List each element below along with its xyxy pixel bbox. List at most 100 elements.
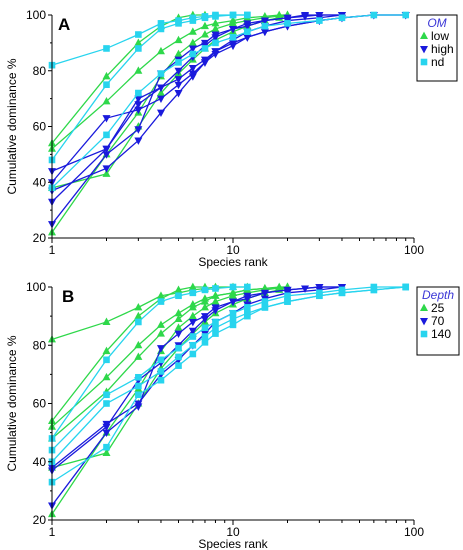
data-point-140 — [157, 376, 165, 384]
panel-A: 20 40 60 80 100 1 10 100 Species rank Cumulative … — [5, 8, 458, 269]
data-point-25 — [211, 291, 220, 299]
data-point-high — [260, 17, 269, 25]
series-line-low — [51, 14, 288, 189]
data-point-nd — [284, 20, 291, 27]
data-point-nd — [135, 89, 142, 97]
series-line-70 — [51, 286, 342, 506]
data-point-140 — [157, 368, 165, 375]
x-axis-label: Species rank — [198, 537, 268, 550]
y-tick-label: 100 — [26, 280, 46, 294]
series-line-nd — [51, 14, 406, 189]
y-axis-label: Cumulative dominance % — [5, 335, 19, 471]
legend-entry-25: 25 — [431, 301, 445, 315]
legend-title: Depth — [422, 288, 454, 302]
data-point-low — [174, 35, 183, 44]
series-line-70 — [51, 286, 342, 471]
data-point-70 — [156, 345, 165, 353]
panel-B: 20 40 60 80 100 1 10 100 Species rank Cumulative … — [5, 280, 460, 550]
data-point-low — [102, 71, 111, 80]
legend-entry-low: low — [431, 29, 449, 43]
panel-label: B — [62, 287, 74, 306]
y-tick-label: 100 — [26, 8, 46, 22]
data-point-140 — [370, 286, 378, 294]
data-point-high — [174, 90, 183, 98]
y-tick-label: 80 — [33, 64, 47, 78]
data-point-140 — [175, 292, 182, 300]
data-point-high — [229, 39, 237, 48]
data-point-low — [200, 30, 209, 38]
legend-entry-nd: nd — [431, 55, 444, 69]
series-line-nd — [51, 14, 248, 66]
legend-marker-70 — [420, 318, 428, 326]
data-point-70 — [102, 420, 111, 429]
data-point-140 — [316, 292, 323, 300]
data-point-nd — [201, 14, 209, 22]
data-point-low — [275, 10, 284, 18]
legend-marker-25 — [420, 303, 428, 311]
y-tick-label: 40 — [33, 175, 47, 189]
data-point-140 — [261, 298, 269, 305]
x-tick-label: 1 — [49, 525, 56, 539]
data-point-high — [134, 101, 143, 109]
data-point-low — [229, 16, 237, 24]
data-point-nd — [261, 22, 269, 30]
data-point-nd — [189, 50, 197, 58]
series-line-25 — [51, 286, 288, 439]
data-point-nd — [103, 45, 110, 52]
data-point-high — [102, 115, 111, 123]
data-point-high — [134, 106, 143, 115]
data-point-nd — [244, 11, 251, 19]
y-tick-label: 40 — [33, 455, 47, 469]
data-point-140 — [201, 324, 209, 332]
legend-entry-70: 70 — [431, 314, 445, 328]
data-point-25 — [102, 448, 111, 457]
data-point-high — [174, 81, 183, 90]
data-point-25 — [174, 308, 183, 317]
data-point-nd — [212, 39, 219, 47]
x-tick-label: 10 — [226, 243, 240, 257]
data-point-140 — [229, 315, 237, 323]
data-point-high — [211, 48, 220, 56]
data-point-25 — [188, 282, 197, 290]
data-point-high — [102, 165, 111, 173]
data-point-low — [188, 38, 197, 46]
data-point-140 — [284, 292, 291, 300]
data-point-140 — [284, 298, 291, 305]
y-tick-label: 20 — [33, 513, 47, 527]
data-point-high — [134, 126, 143, 134]
data-point-70 — [102, 429, 111, 438]
series-line-25 — [51, 286, 288, 428]
x-tick-label: 100 — [404, 243, 424, 257]
data-point-25 — [134, 302, 143, 311]
data-point-25 — [188, 302, 197, 311]
legend-marker-low — [420, 31, 428, 39]
series-line-low — [51, 14, 205, 144]
data-point-140 — [201, 339, 209, 346]
data-point-70 — [260, 289, 269, 298]
data-point-25 — [102, 346, 111, 355]
series-group — [48, 282, 410, 518]
data-point-70 — [243, 295, 252, 304]
series-line-25 — [51, 286, 248, 341]
data-point-140 — [212, 324, 219, 332]
data-point-high — [174, 76, 183, 84]
data-point-low — [200, 21, 209, 30]
data-point-nd — [316, 17, 323, 24]
data-point-25 — [102, 317, 111, 325]
data-point-140 — [157, 356, 165, 364]
data-point-high — [188, 45, 197, 53]
data-point-nd — [103, 131, 110, 139]
data-point-high — [156, 95, 165, 104]
data-point-nd — [189, 17, 197, 24]
legend-marker-high — [420, 46, 428, 54]
legend-entry-high: high — [431, 42, 454, 56]
data-point-high — [134, 95, 143, 104]
data-point-140 — [229, 321, 237, 329]
data-point-140 — [212, 330, 219, 337]
data-point-70 — [174, 330, 183, 338]
data-point-nd — [338, 14, 346, 22]
data-point-70 — [134, 400, 143, 408]
series-line-low — [51, 14, 288, 150]
